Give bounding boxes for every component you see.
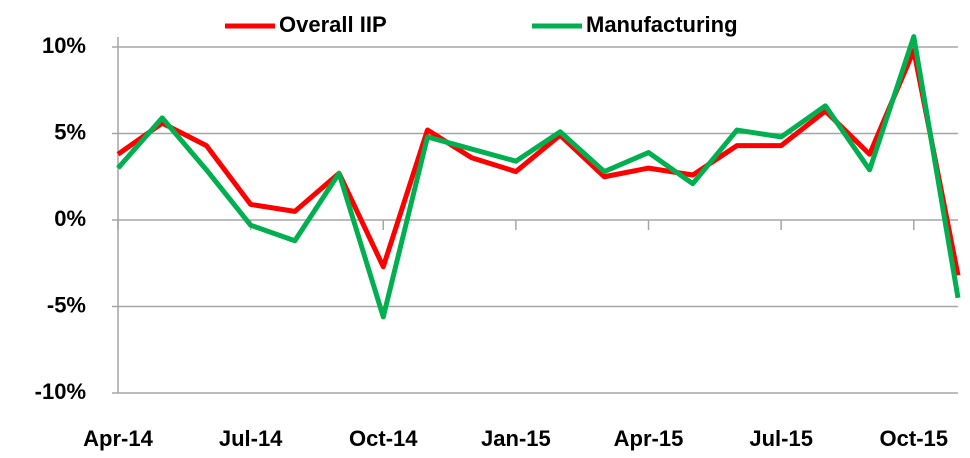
legend-label: Manufacturing (586, 12, 738, 37)
x-tick-label: Apr-14 (83, 426, 153, 451)
line-series (116, 34, 961, 320)
legend-label: Overall IIP (279, 12, 387, 37)
x-tick-label: Jul-14 (219, 426, 283, 451)
line-series (116, 47, 961, 276)
y-tick-label: -10% (35, 379, 86, 404)
y-tick-label: -5% (47, 292, 86, 317)
x-tick-label: Jul-15 (749, 426, 813, 451)
x-tick-label: Jan-15 (481, 426, 551, 451)
x-tick-label: Apr-15 (614, 426, 684, 451)
y-tick-label: 0% (54, 206, 86, 231)
x-tick-label: Oct-15 (880, 426, 948, 451)
y-tick-label: 5% (54, 119, 86, 144)
x-tick-label: Oct-14 (349, 426, 418, 451)
y-tick-label: 10% (42, 33, 86, 58)
